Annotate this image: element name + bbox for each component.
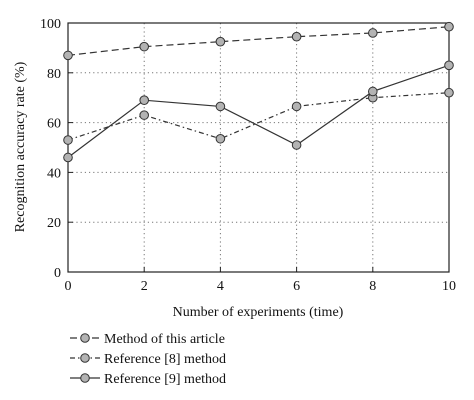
legend-label: Reference [9] method <box>104 372 226 387</box>
x-axis-label: Number of experiments (time) <box>173 305 344 320</box>
legend-label: Reference [8] method <box>104 352 226 367</box>
series-line-2 <box>67 92 450 141</box>
x-tick-label: 2 <box>141 279 148 294</box>
x-tick-label: 0 <box>65 279 72 294</box>
plot-frame <box>67 22 450 273</box>
y-tick-label: 0 <box>54 266 61 281</box>
data-point <box>63 135 73 145</box>
axes <box>67 22 450 273</box>
x-tick-label: 10 <box>442 279 456 294</box>
y-tick-label: 80 <box>47 67 61 82</box>
legend-marker <box>80 373 90 383</box>
x-tick-label: 8 <box>369 279 376 294</box>
data-point <box>444 21 454 32</box>
x-tick-label: 6 <box>293 279 300 294</box>
legend-marker <box>80 353 90 363</box>
data-point <box>215 133 226 144</box>
y-tick-label: 20 <box>47 216 61 231</box>
legend: Method of this article Reference [8] meth… <box>70 332 226 387</box>
legend-label: Method of this article <box>104 332 225 347</box>
data-point <box>139 110 149 120</box>
data-point <box>63 50 73 61</box>
grid <box>68 23 449 272</box>
data-point <box>368 86 378 97</box>
data-point <box>291 31 302 42</box>
data-point <box>444 60 454 71</box>
x-tick-label: 4 <box>217 279 224 294</box>
data-point <box>215 101 226 112</box>
data-point <box>368 28 378 38</box>
data-point <box>139 41 149 52</box>
series-group <box>63 21 454 163</box>
data-point <box>63 152 73 163</box>
data-point <box>291 101 302 112</box>
series-line-1 <box>67 26 450 56</box>
y-tick-label: 40 <box>47 166 61 181</box>
y-tick-label: 100 <box>40 17 61 32</box>
data-point <box>444 87 454 98</box>
y-axis-label: Recognition accuracy rate (%) <box>13 61 28 232</box>
data-point <box>139 95 149 105</box>
data-point <box>215 36 226 47</box>
data-point <box>291 140 302 150</box>
legend-marker <box>80 333 90 343</box>
series-line-3 <box>67 64 450 158</box>
y-tick-label: 60 <box>47 117 61 132</box>
